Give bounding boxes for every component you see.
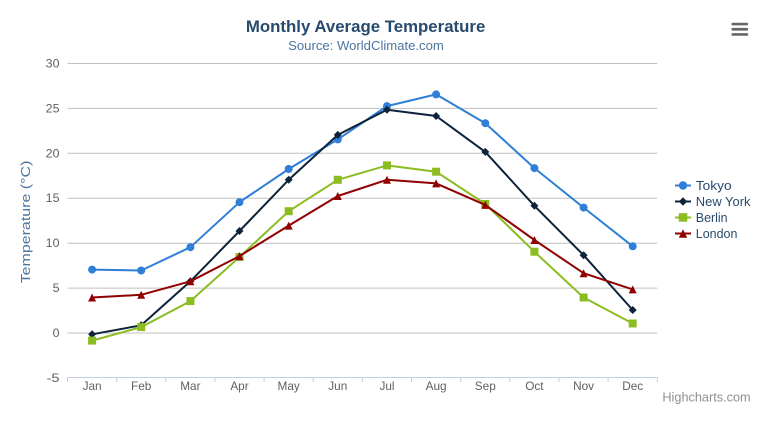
svg-text:Jan: Jan [83,379,102,393]
svg-text:25: 25 [46,101,60,115]
svg-text:Sep: Sep [475,379,496,393]
svg-text:Aug: Aug [426,379,447,393]
svg-text:10: 10 [46,236,60,250]
svg-text:New York: New York [696,195,751,209]
svg-text:Berlin: Berlin [696,211,728,225]
svg-text:Jul: Jul [379,379,394,393]
svg-text:Oct: Oct [525,379,544,393]
svg-text:20: 20 [46,146,60,160]
svg-text:30: 30 [46,57,60,71]
svg-text:May: May [278,379,300,393]
svg-text:Apr: Apr [230,379,248,393]
svg-text:Feb: Feb [131,379,152,393]
svg-text:Nov: Nov [573,379,594,393]
svg-text:-5: -5 [47,371,60,385]
svg-text:0: 0 [53,326,60,340]
svg-text:Monthly Average Temperature: Monthly Average Temperature [246,18,485,36]
svg-text:Temperature (°C): Temperature (°C) [18,161,33,284]
svg-text:Tokyo: Tokyo [696,179,732,193]
svg-text:5: 5 [53,281,60,295]
svg-text:London: London [696,227,738,241]
svg-text:Source: WorldClimate.com: Source: WorldClimate.com [288,38,444,53]
svg-text:Jun: Jun [328,379,347,393]
svg-text:Dec: Dec [622,379,643,393]
svg-text:Mar: Mar [180,379,200,393]
svg-text:15: 15 [46,191,60,205]
svg-text:Highcharts.com: Highcharts.com [662,391,750,405]
